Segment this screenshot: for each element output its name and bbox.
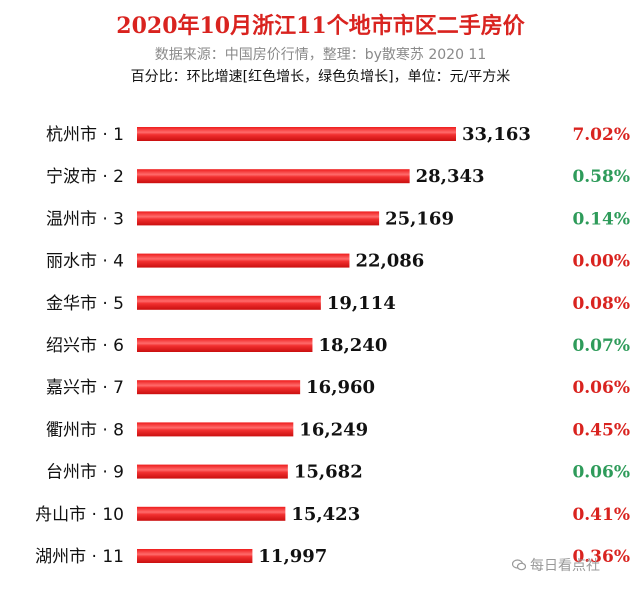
growth-label: 0.36% bbox=[572, 547, 630, 567]
bar bbox=[137, 253, 350, 268]
value-label: 28,343 bbox=[416, 166, 485, 187]
category-label: 杭州市 · 1 bbox=[46, 125, 124, 145]
value-label: 16,249 bbox=[299, 419, 368, 440]
category-label: 湖州市 · 11 bbox=[35, 547, 124, 567]
value-label: 22,086 bbox=[355, 251, 424, 272]
category-label: 宁波市 · 2 bbox=[46, 167, 124, 187]
value-label: 33,163 bbox=[462, 124, 531, 145]
growth-label: 0.58% bbox=[572, 167, 630, 187]
growth-label: 0.45% bbox=[572, 420, 630, 440]
value-label: 19,114 bbox=[327, 293, 396, 314]
growth-label: 0.06% bbox=[572, 378, 630, 398]
bar bbox=[137, 549, 253, 563]
category-label: 绍兴市 · 6 bbox=[46, 336, 124, 356]
value-label: 18,240 bbox=[318, 335, 387, 356]
bar bbox=[137, 127, 456, 141]
growth-label: 0.08% bbox=[572, 294, 630, 314]
bar bbox=[137, 422, 294, 437]
chart-title: 2020年10月浙江11个地市市区二手房价 bbox=[116, 13, 525, 39]
growth-label: 0.14% bbox=[572, 209, 630, 229]
bar bbox=[137, 380, 301, 395]
wechat-icon bbox=[512, 559, 526, 571]
category-label: 金华市 · 5 bbox=[46, 294, 124, 314]
category-label: 台州市 · 9 bbox=[46, 463, 124, 483]
bar bbox=[137, 464, 288, 479]
category-label: 丽水市 · 4 bbox=[46, 252, 124, 272]
unit-note: 百分比：环比增速[红色增长，绿色负增长]，单位：元/平方米 bbox=[130, 69, 511, 85]
data-source-note: 数据来源：中国房价行情，整理：by散寒苏 2020 11 bbox=[154, 47, 487, 63]
value-label: 16,960 bbox=[306, 377, 375, 398]
growth-label: 7.02% bbox=[572, 125, 630, 145]
bar bbox=[137, 169, 410, 184]
bar bbox=[137, 295, 321, 310]
value-label: 11,997 bbox=[258, 546, 327, 567]
bar bbox=[137, 211, 380, 226]
value-label: 15,682 bbox=[294, 462, 363, 483]
bars-layer: 杭州市 · 1 33,163 7.02% 宁波市 · 2 28,343 0.58% 温州市 … bbox=[35, 124, 630, 567]
growth-label: 0.00% bbox=[572, 252, 630, 272]
category-label: 衢州市 · 8 bbox=[46, 419, 124, 440]
bar bbox=[137, 506, 286, 521]
watermark: 每日看点社 bbox=[512, 555, 600, 575]
growth-label: 0.41% bbox=[572, 505, 630, 525]
category-label: 温州市 · 3 bbox=[46, 209, 124, 229]
growth-label: 0.07% bbox=[572, 336, 630, 356]
bar bbox=[137, 338, 313, 352]
category-label: 舟山市 · 10 bbox=[35, 505, 124, 525]
growth-label: 0.06% bbox=[572, 463, 630, 483]
watermark-text: 每日看点社 bbox=[530, 558, 600, 574]
value-label: 25,169 bbox=[385, 208, 454, 229]
category-label: 嘉兴市 · 7 bbox=[46, 378, 124, 398]
value-label: 15,423 bbox=[291, 504, 360, 525]
